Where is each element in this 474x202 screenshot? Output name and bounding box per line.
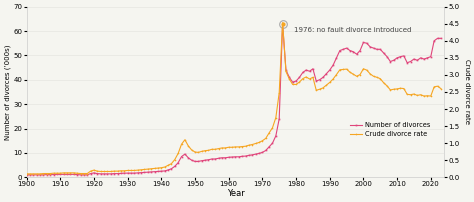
Legend: Number of divorces, Crude divorce rate: Number of divorces, Crude divorce rate	[347, 120, 433, 140]
Crude divorce rate	[101, 170, 107, 173]
Text: 1976: no fault divorce introduced: 1976: no fault divorce introduced	[294, 27, 412, 33]
Number of divorces	[27, 174, 33, 176]
Number of divorces	[145, 171, 151, 173]
Crude divorce rate	[280, 21, 285, 24]
Crude divorce rate	[263, 137, 269, 140]
Crude divorce rate	[438, 87, 444, 90]
Y-axis label: Number of divorces (’000s): Number of divorces (’000s)	[4, 44, 11, 140]
Number of divorces	[24, 174, 29, 176]
Number of divorces	[101, 173, 107, 175]
Y-axis label: Crude divorce rate: Crude divorce rate	[464, 59, 470, 124]
Crude divorce rate	[145, 168, 151, 170]
Line: Number of divorces: Number of divorces	[26, 23, 442, 176]
Crude divorce rate	[24, 173, 29, 175]
Crude divorce rate	[51, 172, 56, 174]
Number of divorces	[206, 159, 211, 161]
Crude divorce rate	[206, 149, 211, 152]
Number of divorces	[438, 37, 444, 40]
Number of divorces	[51, 173, 56, 176]
X-axis label: Year: Year	[227, 189, 244, 198]
Number of divorces	[280, 22, 285, 25]
Crude divorce rate	[27, 173, 33, 175]
Number of divorces	[263, 149, 269, 152]
Line: Crude divorce rate: Crude divorce rate	[26, 22, 442, 175]
